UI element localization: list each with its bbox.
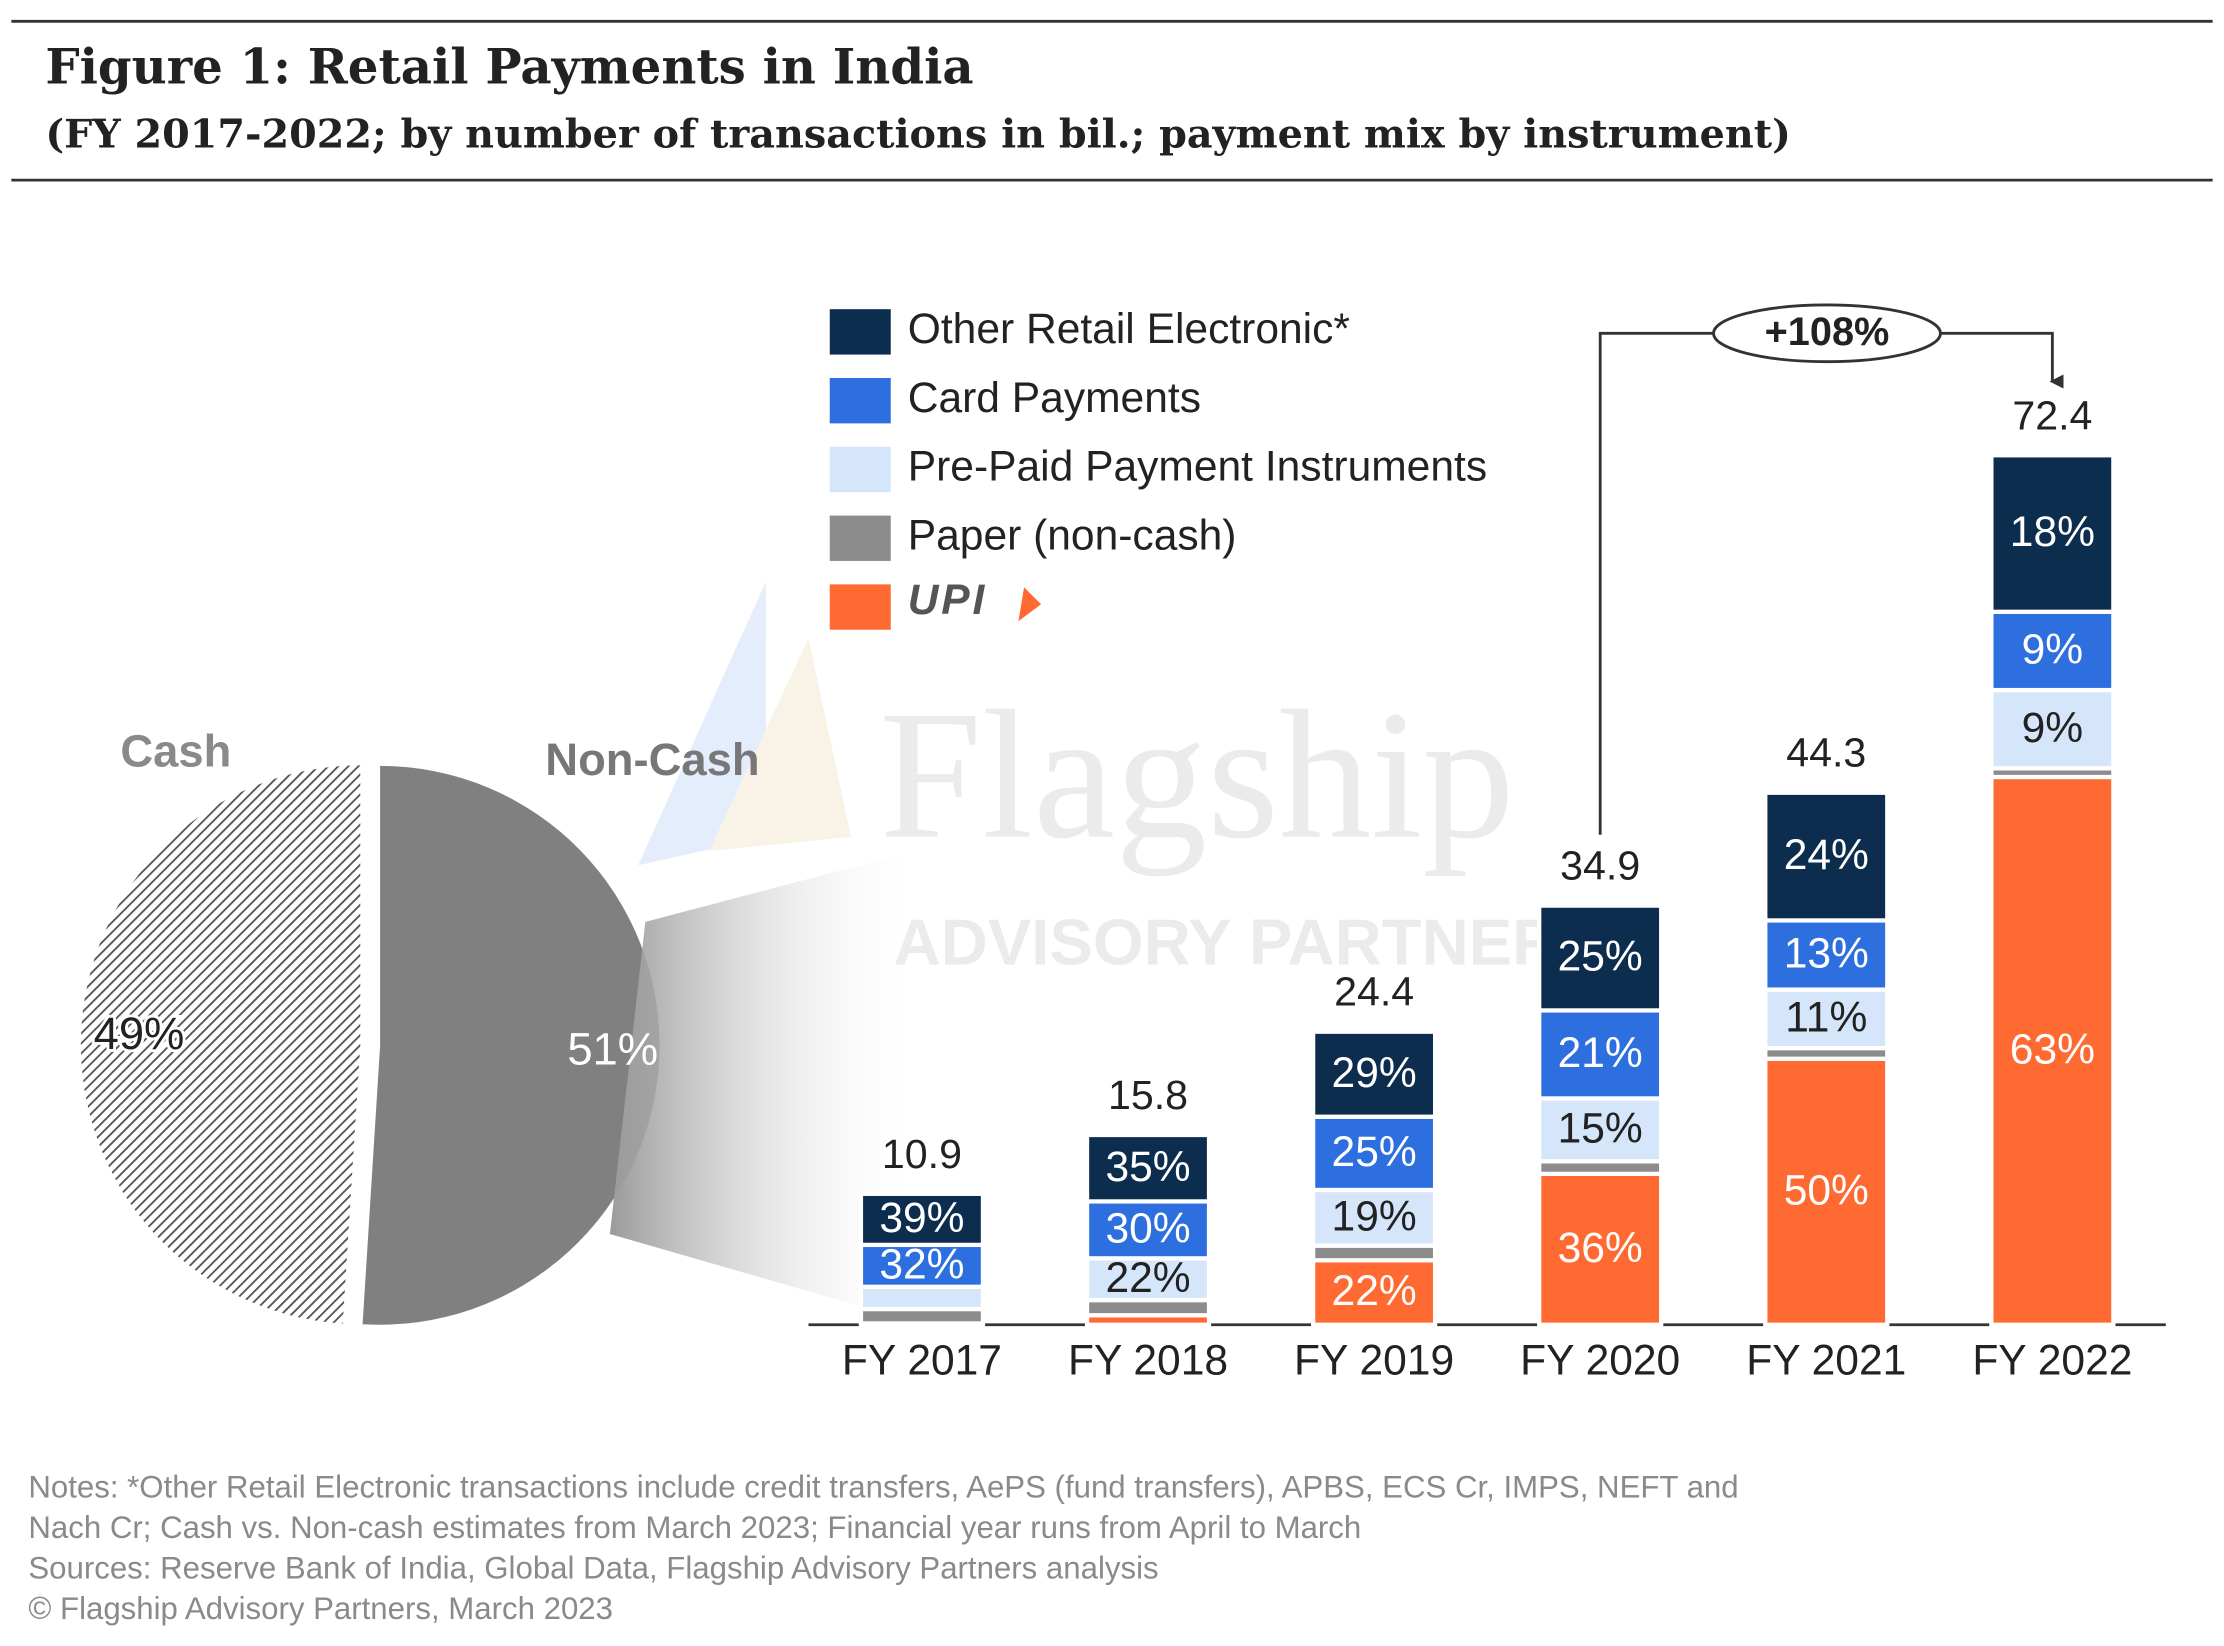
x-tick-label: FY 2019 — [1294, 1336, 1454, 1384]
bar-segment — [1084, 1199, 1212, 1261]
annotation-line — [1598, 331, 1714, 835]
segment-label: 30% — [1105, 1205, 1190, 1253]
subtitle: (FY 2017-2022; by number of transactions… — [45, 112, 1790, 158]
segment-label: 39% — [879, 1194, 964, 1242]
segment-label: 22% — [1332, 1267, 1417, 1315]
x-tick-label: FY 2017 — [842, 1336, 1002, 1384]
bar-segment — [1989, 453, 2116, 614]
total-label: 34.9 — [1560, 843, 1640, 889]
bar-segment — [1763, 790, 1890, 923]
segment-label: 15% — [1558, 1105, 1643, 1153]
segment-label: 36% — [1558, 1224, 1643, 1272]
legend-swatch — [829, 309, 891, 355]
bar-segment — [1310, 1258, 1438, 1327]
segment-label: 13% — [1784, 930, 1869, 978]
segment-label: 50% — [1784, 1166, 1869, 1214]
total-label: 24.4 — [1334, 969, 1414, 1015]
bar-segment — [858, 1242, 986, 1289]
segment-label: 11% — [1785, 993, 1867, 1041]
note: Nach Cr; Cash vs. Non-cash estimates fro… — [28, 1510, 1361, 1545]
legend-label: Other Retail Electronic* — [908, 305, 1350, 353]
segment-label: 29% — [1332, 1049, 1417, 1097]
legend-label: Pre-Paid Payment Instruments — [908, 443, 1487, 491]
watermark-name: Flagship — [879, 673, 1514, 877]
bar-segment — [1310, 1243, 1438, 1263]
legend-swatch — [829, 446, 891, 493]
annotation-line — [1940, 331, 2064, 389]
pie-slice — [362, 765, 660, 1325]
pie-value-label: 49% — [94, 1008, 185, 1059]
bar-segment — [1310, 1029, 1438, 1119]
annotation-text: +108% — [1765, 310, 1890, 354]
bar-segment — [1310, 1114, 1438, 1193]
legend-label: Card Payments — [908, 374, 1201, 422]
note: Sources: Reserve Bank of India, Global D… — [28, 1550, 1158, 1585]
bar-segment — [1763, 1056, 1890, 1327]
bar-segment — [1537, 903, 1664, 1013]
segment-label: 25% — [1558, 933, 1643, 981]
bar-segment — [1537, 1171, 1664, 1327]
segment-label: 18% — [2010, 508, 2095, 556]
pie-slice — [80, 765, 361, 1324]
segment-label: 21% — [1558, 1029, 1643, 1077]
funnel — [609, 848, 925, 1325]
bar-segment — [858, 1191, 986, 1248]
legend-swatch — [829, 584, 891, 630]
segment-label: 25% — [1332, 1128, 1417, 1176]
segment-label: 22% — [1105, 1254, 1190, 1302]
legend-label: Paper (non-cash) — [908, 511, 1237, 559]
bar-segment — [1084, 1297, 1212, 1318]
bar-segment — [858, 1306, 986, 1326]
annotation-oval — [1712, 303, 1942, 364]
x-tick-label: FY 2018 — [1068, 1336, 1228, 1384]
x-tick-label: FY 2022 — [1972, 1336, 2132, 1384]
segment-label: 63% — [2010, 1026, 2095, 1074]
total-label: 44.3 — [1786, 730, 1866, 776]
segment-label: 19% — [1332, 1192, 1417, 1240]
segment-label: 9% — [2022, 626, 2084, 674]
segment-label: 9% — [2022, 704, 2084, 752]
bar-segment — [858, 1284, 986, 1312]
segment-label: 35% — [1105, 1143, 1190, 1191]
bar-segment — [1763, 987, 1890, 1051]
pie-category-label: Cash — [120, 726, 231, 777]
total-label: 10.9 — [882, 1131, 962, 1177]
title: Figure 1: Retail Payments in India — [45, 39, 973, 95]
note: Notes: *Other Retail Electronic transact… — [28, 1470, 1738, 1505]
pie-category-label: Non-Cash — [545, 734, 759, 785]
upi-logo-mark — [1018, 587, 1042, 622]
legend-swatch — [829, 515, 891, 561]
segment-label: 24% — [1784, 831, 1869, 879]
segment-label: 32% — [879, 1240, 964, 1288]
x-tick-label: FY 2021 — [1746, 1336, 1906, 1384]
x-tick-label: FY 2020 — [1520, 1336, 1680, 1384]
bar-segment — [1310, 1187, 1438, 1248]
pie-value-label: 51% — [567, 1023, 658, 1074]
note: © Flagship Advisory Partners, March 2023 — [28, 1591, 613, 1626]
total-label: 72.4 — [2012, 392, 2092, 438]
legend-label: UPI — [908, 576, 987, 624]
total-label: 15.8 — [1108, 1072, 1188, 1118]
watermark-tagline: ADVISORY PARTNERS — [894, 906, 1603, 979]
legend-swatch — [829, 377, 891, 424]
bar-segment — [1084, 1132, 1212, 1204]
